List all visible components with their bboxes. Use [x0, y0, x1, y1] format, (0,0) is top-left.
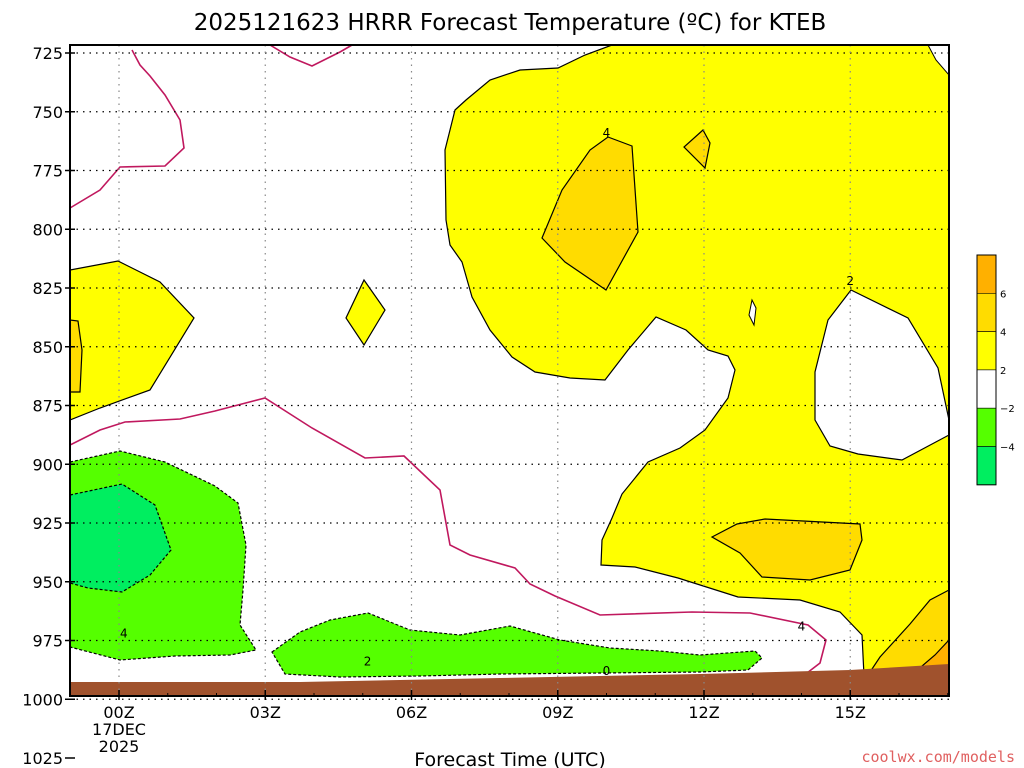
colorbar-label: −4	[1000, 443, 1015, 454]
ground-surface	[70, 664, 949, 696]
colorbar-bin	[976, 292, 997, 332]
x-tick-label: 17DEC	[92, 720, 146, 739]
contour-label: 4	[120, 626, 128, 640]
colorbar-label: 2	[1000, 366, 1006, 377]
yellow-island	[345, 278, 386, 347]
x-tick-label: 09Z	[542, 703, 573, 722]
x-tick-label: 12Z	[688, 703, 719, 722]
y-tick-label: 825	[32, 279, 63, 298]
y-tick-label: 975	[32, 632, 63, 651]
y-tick-label: 950	[32, 573, 63, 592]
x-tick-label: 15Z	[835, 703, 866, 722]
y-tick-label: 725	[32, 44, 63, 63]
gold-blob-small	[683, 129, 711, 170]
y-tick-label: 900	[32, 455, 63, 474]
gold-region-upper	[541, 136, 639, 291]
y-tick-label: 875	[32, 397, 63, 416]
y-tick-label: 925	[32, 514, 63, 533]
contour-label: 2	[218, 704, 226, 718]
colorbar-bin	[976, 254, 997, 294]
y-tick-label: 850	[32, 338, 63, 357]
chart-title: 2025121623 HRRR Forecast Temperature (ºC…	[194, 10, 827, 36]
zero-contour-top	[269, 45, 353, 67]
contour-label: 2	[846, 274, 854, 288]
gold-region-lower	[710, 518, 863, 581]
zero-contour-main	[70, 397, 827, 677]
contour-label: 2	[364, 655, 372, 669]
white-corner	[927, 45, 949, 76]
left-gold-sliver	[70, 319, 83, 393]
colorbar-label: 6	[1000, 289, 1006, 300]
y-tick-label: 800	[32, 220, 63, 239]
x-axis-label: Forecast Time (UTC)	[414, 749, 605, 768]
gold-region-corner	[868, 589, 949, 673]
y-tick-label: 1000	[22, 690, 63, 709]
zero-contour-upper-left	[70, 49, 185, 209]
x-tick-label: 06Z	[396, 703, 427, 722]
green-region-bottom	[271, 612, 763, 678]
colorbar-bin	[976, 446, 997, 486]
contour-label: 0	[603, 664, 611, 678]
white-island	[748, 298, 757, 327]
x-tick-label: 2025	[99, 737, 140, 756]
colorbar-label: 4	[1000, 328, 1006, 339]
credit-text: coolwx.com/models	[861, 748, 1015, 766]
contour-label: 4	[603, 126, 611, 140]
y-tick-label: 775	[32, 162, 63, 181]
colorbar-frame	[976, 254, 997, 486]
colorbar-bin	[976, 369, 997, 409]
contour-label: 4	[798, 619, 806, 633]
x-tick-label: 00Z	[103, 703, 134, 722]
colorbar-bin	[976, 407, 997, 447]
white-hole-right	[814, 289, 949, 461]
y-tick-label: 1025	[22, 749, 63, 768]
y-tick-label: 750	[32, 103, 63, 122]
colorbar-bin	[976, 331, 997, 371]
bright-green-region	[70, 483, 172, 593]
colorbar-label: −2	[1000, 404, 1015, 415]
colorbar: 6 4 2 −2 −4	[976, 254, 1015, 486]
left-yellow-region	[70, 260, 195, 421]
x-tick-label: 03Z	[250, 703, 281, 722]
